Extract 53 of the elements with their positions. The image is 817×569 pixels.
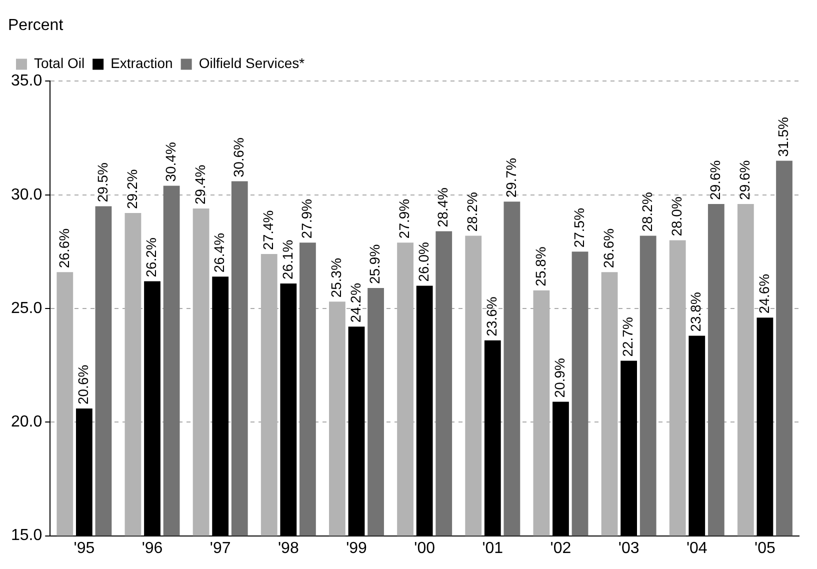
data-label: 22.7% xyxy=(620,317,636,357)
x-tick-label: '04 xyxy=(686,540,708,557)
data-label: 27.9% xyxy=(298,198,315,239)
x-tick-label: '99 xyxy=(346,540,368,557)
data-label: 26.6% xyxy=(600,228,616,268)
data-label: 29.7% xyxy=(502,158,519,198)
x-tick-label: '05 xyxy=(754,540,776,557)
data-label: 30.4% xyxy=(162,142,178,182)
data-label: 27.4% xyxy=(260,210,276,250)
legend-label: Oilfield Services* xyxy=(198,55,306,72)
y-tick-label: 35.0 xyxy=(11,72,42,90)
data-label: 24.6% xyxy=(756,274,772,314)
data-label: 20.6% xyxy=(75,364,92,405)
data-label: 29.4% xyxy=(192,164,208,204)
x-tick-label: '98 xyxy=(278,540,299,557)
data-label: 29.5% xyxy=(94,162,110,202)
data-label: 28.4% xyxy=(434,188,451,228)
x-tick-label: '96 xyxy=(142,540,163,557)
x-tick-label: '02 xyxy=(550,540,572,557)
data-label: 27.9% xyxy=(396,198,412,239)
data-label: 27.5% xyxy=(570,208,587,248)
data-label: 26.1% xyxy=(279,240,296,280)
data-label: 23.8% xyxy=(688,292,704,332)
data-label: 26.2% xyxy=(143,238,160,278)
x-tick-label: '00 xyxy=(414,540,436,557)
x-tick-label: '95 xyxy=(74,540,95,557)
data-label: 26.0% xyxy=(415,242,432,282)
data-label: 28.0% xyxy=(668,196,684,236)
y-tick-label: 20.0 xyxy=(11,414,42,431)
data-label: 23.6% xyxy=(484,296,500,336)
data-label: 20.9% xyxy=(552,358,568,398)
x-tick-label: '01 xyxy=(482,540,504,557)
data-label: 30.6% xyxy=(230,138,246,178)
x-tick-label: '03 xyxy=(618,540,640,557)
y-tick-label: 30.0 xyxy=(11,186,42,204)
data-label: 24.2% xyxy=(347,282,364,323)
y-axis-title: Percent xyxy=(8,17,64,34)
x-tick-label: '97 xyxy=(210,540,231,557)
data-label: 25.8% xyxy=(532,246,548,286)
y-tick-label: 25.0 xyxy=(11,300,42,317)
data-label: 31.5% xyxy=(775,117,792,157)
legend-label: Total Oil xyxy=(34,55,85,72)
data-label: 26.6% xyxy=(56,228,72,268)
data-label: 26.4% xyxy=(211,232,228,273)
data-label: 29.6% xyxy=(736,160,753,200)
data-label: 29.2% xyxy=(124,169,140,210)
data-label: 29.6% xyxy=(707,160,724,200)
legend-label: Extraction xyxy=(110,55,173,72)
data-label: 25.3% xyxy=(328,258,344,298)
data-label: 28.2% xyxy=(464,192,480,232)
data-label: 25.9% xyxy=(366,244,383,284)
data-label: 28.2% xyxy=(638,192,655,232)
y-tick-label: 15.0 xyxy=(11,527,42,544)
